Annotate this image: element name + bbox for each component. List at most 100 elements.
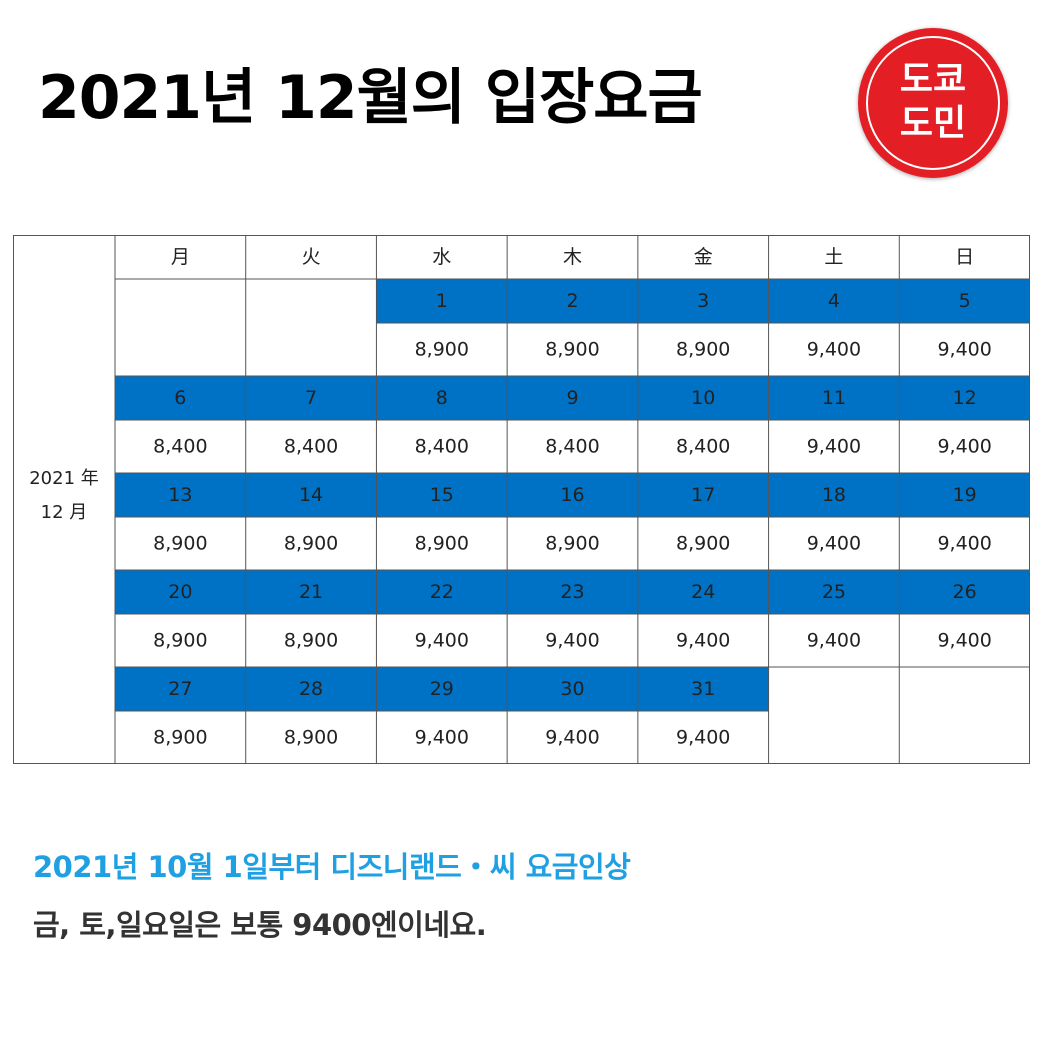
day-number-cell — [637, 376, 769, 420]
ticket-price: 8,900 — [153, 630, 207, 652]
day-number: 9 — [566, 387, 578, 409]
day-number: 29 — [430, 678, 454, 700]
ticket-price: 9,400 — [676, 630, 730, 652]
day-number-cell — [115, 667, 246, 711]
day-number-cell — [507, 279, 638, 323]
day-number-cell — [245, 667, 377, 711]
ticket-price: 8,900 — [415, 533, 469, 555]
day-number: 18 — [822, 484, 846, 506]
day-number-cell — [637, 667, 769, 711]
ticket-price: 8,400 — [284, 436, 338, 458]
day-number-cell — [376, 667, 508, 711]
day-number-cell — [899, 376, 1030, 420]
calendar-border — [13, 235, 1030, 764]
ticket-price: 8,900 — [284, 630, 338, 652]
day-number: 16 — [560, 484, 584, 506]
day-number-cell — [899, 473, 1030, 517]
weekday-header: 火 — [302, 246, 321, 268]
ticket-price: 9,400 — [937, 436, 991, 458]
day-number: 4 — [828, 290, 840, 312]
ticket-price: 9,400 — [807, 630, 861, 652]
day-number-cell — [637, 570, 769, 614]
ticket-price: 8,900 — [284, 533, 338, 555]
price-calendar: 月 火 水 木 金 土 日 1 8,900 2 8,900 3 8,900 4 9,400 5 9,400 6 8,… — [13, 235, 1030, 764]
day-number: 5 — [959, 290, 971, 312]
ticket-price: 9,400 — [676, 727, 730, 749]
ticket-price: 8,900 — [415, 339, 469, 361]
day-number-cell — [245, 473, 377, 517]
day-number-cell — [376, 570, 508, 614]
page-title: 2021년 12월의 입장요금 — [38, 63, 703, 133]
day-number: 17 — [691, 484, 715, 506]
day-number-cell — [376, 376, 508, 420]
weekday-header: 土 — [824, 246, 843, 268]
day-number: 14 — [299, 484, 323, 506]
day-number-cell — [115, 376, 246, 420]
day-number: 2 — [566, 290, 578, 312]
calendar-month: 12 月 — [40, 502, 88, 523]
day-number-cell — [376, 473, 508, 517]
logo-text: 도쿄 도민 — [858, 58, 1008, 146]
day-number: 21 — [299, 581, 323, 603]
day-number: 23 — [560, 581, 584, 603]
ticket-price: 8,400 — [545, 436, 599, 458]
day-number-cell — [899, 570, 1030, 614]
day-number-cell — [507, 570, 638, 614]
day-number: 30 — [560, 678, 584, 700]
weekday-header: 月 — [171, 246, 190, 268]
day-number-cell — [768, 376, 900, 420]
weekend-price-note: 금, 토,일요일은 보통 9400엔이네요. — [33, 908, 487, 942]
ticket-price: 8,400 — [153, 436, 207, 458]
day-number: 11 — [822, 387, 846, 409]
weekday-header: 金 — [694, 246, 713, 268]
ticket-price: 8,400 — [676, 436, 730, 458]
ticket-price: 8,900 — [153, 533, 207, 555]
day-number-cell — [637, 473, 769, 517]
ticket-price: 8,900 — [545, 339, 599, 361]
day-number-cell — [768, 279, 900, 323]
logo-line1: 도쿄 — [899, 59, 967, 100]
ticket-price: 9,400 — [545, 727, 599, 749]
day-number-cell — [768, 473, 900, 517]
day-number: 27 — [168, 678, 192, 700]
calendar-month-label: 2021 年 12 月 — [13, 462, 115, 530]
ticket-price: 9,400 — [807, 533, 861, 555]
ticket-price: 9,400 — [415, 630, 469, 652]
ticket-price: 8,900 — [153, 727, 207, 749]
logo-ring — [866, 36, 1000, 170]
ticket-price: 9,400 — [807, 436, 861, 458]
logo-line2: 도민 — [899, 103, 967, 144]
day-number: 15 — [430, 484, 454, 506]
day-number-cell — [115, 570, 246, 614]
ticket-price: 9,400 — [937, 630, 991, 652]
ticket-price: 8,900 — [284, 727, 338, 749]
price-increase-notice: 2021년 10월 1일부터 디즈니랜드・씨 요금인상 — [33, 850, 631, 884]
day-number: 24 — [691, 581, 715, 603]
day-number: 8 — [436, 387, 448, 409]
ticket-price: 8,400 — [415, 436, 469, 458]
ticket-price: 8,900 — [676, 533, 730, 555]
price-calendar-grid: 月 火 水 木 金 土 日 1 8,900 2 8,900 3 8,900 4 9,400 5 9,400 6 8,… — [13, 235, 1030, 764]
day-number: 28 — [299, 678, 323, 700]
day-number: 19 — [953, 484, 977, 506]
day-number: 13 — [168, 484, 192, 506]
day-number-cell — [376, 279, 508, 323]
day-number-cell — [115, 473, 246, 517]
ticket-price: 8,900 — [545, 533, 599, 555]
day-number-cell — [899, 279, 1030, 323]
day-number: 22 — [430, 581, 454, 603]
day-number: 20 — [168, 581, 192, 603]
day-number: 31 — [691, 678, 715, 700]
weekday-header: 水 — [432, 246, 451, 268]
day-number: 3 — [697, 290, 709, 312]
day-number-cell — [768, 570, 900, 614]
weekday-header: 木 — [563, 246, 582, 268]
ticket-price: 9,400 — [415, 727, 469, 749]
day-number: 25 — [822, 581, 846, 603]
day-number-cell — [637, 279, 769, 323]
calendar-year: 2021 年 — [29, 468, 99, 489]
ticket-price: 9,400 — [545, 630, 599, 652]
day-number: 10 — [691, 387, 715, 409]
day-number-cell — [507, 473, 638, 517]
ticket-price: 9,400 — [937, 339, 991, 361]
